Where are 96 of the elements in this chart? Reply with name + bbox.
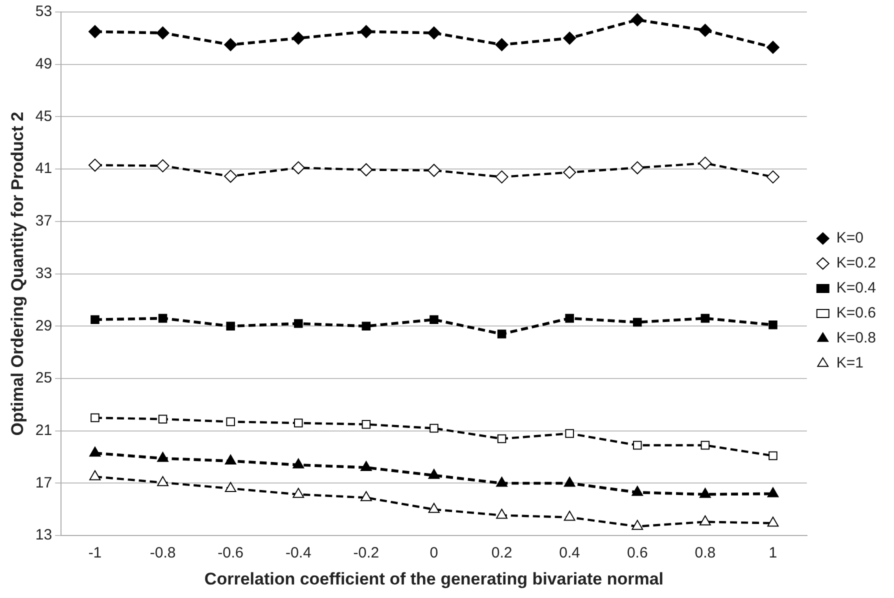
point <box>294 418 303 428</box>
point <box>632 318 642 327</box>
legend-label: K=0.4 <box>836 280 876 297</box>
point <box>767 516 779 527</box>
y-tick-label: 53 <box>35 3 52 20</box>
point <box>158 314 168 323</box>
point <box>360 25 373 38</box>
legend-label: K=0.6 <box>836 304 876 322</box>
point <box>563 32 576 45</box>
point <box>700 440 710 450</box>
point <box>89 470 101 480</box>
point <box>226 417 235 426</box>
point <box>294 319 303 328</box>
point <box>427 164 440 177</box>
point <box>360 461 372 472</box>
point <box>292 161 305 174</box>
point <box>90 413 100 422</box>
point <box>157 476 168 486</box>
point <box>698 156 712 170</box>
point <box>496 476 508 487</box>
point <box>630 13 644 26</box>
x-tick-label: 0 <box>430 544 438 562</box>
point <box>90 315 100 324</box>
point <box>564 510 576 521</box>
point <box>430 315 438 324</box>
point <box>360 491 372 502</box>
point <box>699 488 711 498</box>
y-tick-label: 37 <box>35 212 52 230</box>
x-tick-label: -0.8 <box>150 544 176 562</box>
point <box>226 322 235 331</box>
point <box>292 458 304 468</box>
point <box>699 515 711 526</box>
point <box>156 159 170 172</box>
y-tick-label: 49 <box>35 56 52 72</box>
legend-label: K=1 <box>836 354 864 372</box>
point <box>564 476 576 487</box>
legend-label: K=0 <box>836 230 864 247</box>
x-tick-label: 0.8 <box>694 544 716 562</box>
y-tick-label: 41 <box>35 160 52 178</box>
point <box>496 508 508 519</box>
point <box>767 487 779 498</box>
point <box>156 26 170 40</box>
point <box>495 170 508 184</box>
x-tick-label: 0.6 <box>626 544 648 562</box>
x-tick-label: 0.2 <box>491 544 512 562</box>
y-tick-label: 21 <box>35 422 52 440</box>
point <box>224 38 238 52</box>
point <box>292 488 304 498</box>
x-tick-label: -0.2 <box>353 544 380 562</box>
point <box>565 429 574 438</box>
x-tick-label: 1 <box>768 544 778 562</box>
point <box>158 414 168 424</box>
y-tick-label: 33 <box>35 264 52 282</box>
point <box>430 424 438 433</box>
y-tick-label: 29 <box>35 317 52 334</box>
y-tick-label: 45 <box>35 108 52 125</box>
point <box>362 420 371 429</box>
y-tick-label: 17 <box>35 474 52 492</box>
point <box>698 24 712 37</box>
point <box>768 451 778 460</box>
point <box>632 440 642 450</box>
x-tick-label: 0.4 <box>559 544 580 562</box>
point <box>88 158 102 172</box>
point <box>89 446 101 457</box>
point <box>224 170 238 183</box>
y-tick-label: 25 <box>35 370 52 387</box>
x-tick-label: -0.6 <box>218 544 244 562</box>
point <box>497 434 506 444</box>
point <box>360 163 373 176</box>
x-tick-label: -1 <box>88 544 102 562</box>
point <box>563 166 576 179</box>
point <box>700 314 710 323</box>
point <box>224 454 236 464</box>
point <box>495 38 508 52</box>
y-axis-title: Optimal Ordering Quantity for Product 2 <box>8 112 27 436</box>
legend-label: K=0.8 <box>836 330 876 347</box>
point <box>88 25 102 38</box>
point <box>497 330 506 338</box>
y-tick-label: 13 <box>35 526 52 544</box>
point <box>428 502 440 513</box>
point <box>565 314 574 323</box>
point <box>766 40 780 54</box>
point <box>427 26 440 40</box>
point <box>157 452 168 462</box>
point <box>632 520 644 530</box>
x-tick-label: -0.4 <box>285 544 312 562</box>
point <box>768 320 778 330</box>
legend-label: K=0.2 <box>836 254 876 272</box>
point <box>362 322 371 331</box>
x-axis-title: Correlation coefficient of the generating bivariate normal <box>204 569 664 588</box>
point <box>632 486 644 496</box>
point <box>766 170 780 184</box>
point <box>630 161 644 174</box>
point <box>224 482 236 492</box>
point <box>292 32 305 45</box>
point <box>428 468 440 479</box>
